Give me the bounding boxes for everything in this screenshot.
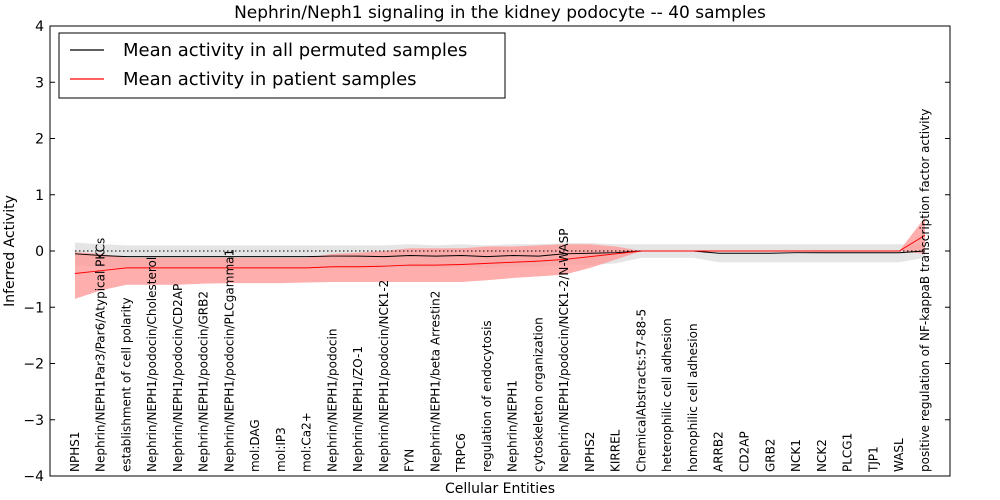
y-tick-label: −4 bbox=[23, 469, 44, 485]
y-tick-label: 4 bbox=[35, 19, 44, 35]
category-label: WASL bbox=[892, 438, 906, 472]
y-axis-title: Inferred Activity bbox=[2, 195, 18, 307]
category-label: Nephrin/NEPH1/podocin bbox=[325, 329, 339, 472]
category-label: Nephrin/NEPH1/podocin/NCK1-2/N-WASP bbox=[557, 229, 571, 472]
category-label: Nephrin/NEPH1/ZO-1 bbox=[351, 346, 365, 472]
category-label: GRB2 bbox=[763, 438, 777, 472]
category-label: cytoskeleton organization bbox=[531, 317, 545, 472]
confidence-band-1 bbox=[75, 217, 925, 299]
y-tick-label: −2 bbox=[23, 357, 44, 373]
category-label: Nephrin/NEPH1/podocin/GRB2 bbox=[197, 291, 211, 472]
category-label: regulation of endocytosis bbox=[480, 320, 494, 472]
category-label: Nephrin/NEPH1/podocin/NCK1-2 bbox=[377, 280, 391, 472]
category-label: NCK1 bbox=[789, 439, 803, 472]
y-tick-label: −3 bbox=[23, 413, 44, 429]
y-tick-label: 1 bbox=[35, 188, 44, 204]
category-label: FYN bbox=[403, 449, 417, 472]
y-tick-label: 2 bbox=[35, 132, 44, 148]
category-labels: NPHS1 Nephrin/NEPH1Par3/Par6/Atypical PKC… bbox=[68, 109, 932, 473]
series-line-1 bbox=[74, 234, 926, 274]
legend-box bbox=[58, 32, 506, 99]
chart-title: Nephrin/Neph1 signaling in the kidney po… bbox=[234, 3, 766, 23]
category-label: Nephrin/NEPH1/podocin/CD2AP bbox=[171, 284, 185, 472]
category-label: homophilic cell adhesion bbox=[686, 323, 700, 472]
y-tick-label: −1 bbox=[23, 300, 44, 316]
series-lines bbox=[74, 234, 926, 274]
category-label: TJP1 bbox=[866, 446, 880, 473]
series-line-0 bbox=[74, 250, 926, 258]
category-label: mol:Ca2+ bbox=[300, 412, 314, 472]
category-label: Nephrin/NEPH1/podocin/Cholesterol bbox=[145, 257, 159, 472]
category-label: PLCG1 bbox=[841, 433, 855, 472]
legend-entry-permuted: Mean activity in all permuted samples bbox=[123, 40, 467, 61]
confidence-bands bbox=[75, 217, 925, 299]
category-label: NPHS2 bbox=[583, 432, 597, 473]
category-label: KIRREL bbox=[609, 429, 623, 472]
y-axis-ticks: −4 −3 −2 −1 0 1 2 3 4 bbox=[23, 19, 950, 485]
category-label: Nephrin/NEPH1/beta Arrestin2 bbox=[428, 291, 442, 472]
legend-entry-patient: Mean activity in patient samples bbox=[123, 69, 417, 90]
category-label: positive regulation of NF-kappaB transcr… bbox=[918, 109, 932, 472]
category-label: mol:DAG bbox=[248, 419, 262, 472]
category-label: CD2AP bbox=[737, 431, 751, 472]
category-label: mol:IP3 bbox=[274, 427, 288, 472]
category-label: TRPC6 bbox=[454, 433, 468, 473]
x-axis-title: Cellular Entities bbox=[445, 481, 555, 497]
category-label: ARRB2 bbox=[712, 431, 726, 472]
category-label: heterophilic cell adhesion bbox=[660, 318, 674, 472]
legend: Mean activity in all permuted samples Me… bbox=[58, 32, 506, 99]
category-label: establishment of cell polarity bbox=[119, 297, 133, 472]
y-tick-label: 0 bbox=[35, 244, 44, 260]
category-label: ChemicalAbstracts:57-88-5 bbox=[634, 309, 648, 472]
category-label: NPHS1 bbox=[68, 432, 82, 473]
category-label: Nephrin/NEPH1 bbox=[506, 380, 520, 472]
category-label: Nephrin/NEPH1Par3/Par6/Atypical PKCs bbox=[94, 238, 108, 472]
category-label: NCK2 bbox=[815, 439, 829, 472]
y-tick-label: 3 bbox=[35, 75, 44, 91]
category-label: Nephrin/NEPH1/podocin/PLCgamma1 bbox=[222, 249, 236, 472]
